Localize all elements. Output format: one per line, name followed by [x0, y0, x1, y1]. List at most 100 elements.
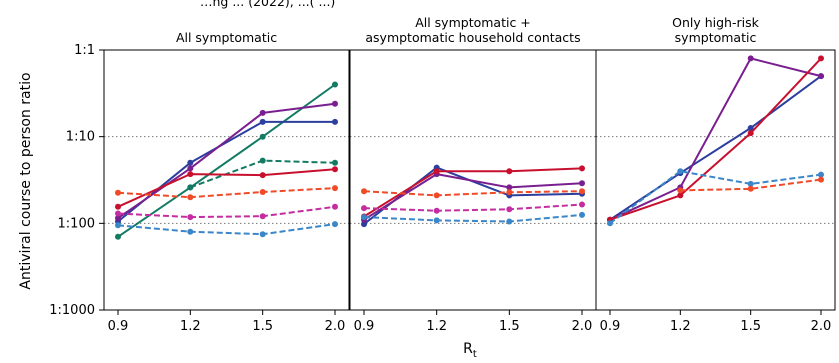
series-5	[361, 201, 585, 214]
series-line	[117, 83, 336, 238]
series-line	[609, 170, 822, 225]
data-point	[433, 168, 440, 175]
data-point	[115, 215, 121, 222]
data-point	[579, 180, 585, 187]
x-tick-label: 0.9	[354, 319, 375, 334]
x-tick-label: 1.5	[499, 319, 520, 334]
x-tick-label: 1.2	[180, 319, 201, 334]
data-point	[579, 211, 585, 218]
series-7	[115, 203, 338, 221]
data-point	[433, 217, 440, 224]
y-tick-label: 1:100	[58, 216, 95, 231]
x-tick-label: 2.0	[325, 319, 346, 334]
series-line	[609, 57, 822, 221]
series-line	[609, 57, 822, 221]
panel-frame	[103, 49, 350, 311]
data-point	[332, 221, 338, 228]
series-5	[115, 166, 338, 210]
series-line	[363, 190, 583, 197]
data-point	[506, 218, 513, 225]
panel-title: symptomatic	[675, 30, 757, 45]
data-point	[361, 188, 367, 195]
data-point	[579, 165, 585, 172]
panel-2: All symptomatic +asymptomatic household …	[349, 15, 597, 334]
data-point	[187, 165, 194, 172]
data-point	[332, 203, 338, 210]
x-tick-label: 1.2	[670, 319, 691, 334]
data-point	[115, 233, 121, 240]
data-point	[818, 73, 824, 80]
data-point	[187, 159, 194, 166]
series-line	[117, 187, 336, 199]
x-tick-label: 0.9	[600, 319, 621, 334]
y-tick-label: 1:1000	[49, 303, 95, 318]
series-line	[117, 223, 336, 236]
series-3	[607, 55, 824, 223]
series-line	[117, 102, 336, 219]
series-6	[361, 188, 585, 199]
series-6	[115, 221, 338, 238]
series-line	[363, 173, 583, 221]
data-point	[677, 168, 684, 175]
series-line	[363, 203, 583, 212]
y-tick-label: 1:1	[74, 43, 95, 58]
series-2	[607, 55, 824, 223]
data-point	[259, 118, 266, 125]
series-5	[677, 176, 824, 194]
data-point	[259, 189, 266, 195]
data-point	[747, 180, 754, 187]
x-tick-label: 2.0	[572, 319, 593, 334]
data-point	[332, 166, 338, 173]
data-point	[187, 214, 194, 221]
data-point	[187, 194, 194, 201]
x-tick-label: 1.5	[740, 319, 761, 334]
data-point	[433, 192, 440, 199]
data-point	[259, 133, 266, 140]
data-point	[677, 187, 684, 194]
x-tick-label: 1.2	[426, 319, 447, 334]
data-point	[506, 206, 513, 213]
y-tick-label: 1:10	[66, 130, 95, 145]
y-axis-label: Antiviral course to person ratio	[18, 72, 34, 289]
data-point	[332, 100, 338, 107]
data-point	[361, 205, 367, 212]
data-point	[259, 213, 266, 220]
data-point	[433, 207, 440, 214]
data-point	[115, 210, 121, 217]
data-point	[747, 130, 754, 137]
series-2	[187, 157, 338, 191]
data-point	[506, 184, 513, 191]
series-4	[361, 211, 585, 225]
data-point	[332, 185, 338, 192]
data-point	[579, 188, 585, 195]
series-8	[115, 185, 338, 201]
series-line	[117, 205, 336, 219]
data-point	[332, 118, 338, 125]
data-point	[818, 55, 824, 62]
x-tick-label: 2.0	[811, 319, 832, 334]
data-point	[677, 192, 684, 199]
data-point	[259, 172, 266, 179]
x-tick-label: 1.5	[252, 319, 273, 334]
series-line	[609, 75, 822, 221]
series-4	[607, 168, 824, 227]
series-4	[115, 100, 338, 222]
data-point	[506, 189, 513, 196]
x-tick-label: 0.9	[108, 319, 129, 334]
panel-1: All symptomatic 0.9 1.2 1.5 2.0 1:1000 1:100 1:…	[49, 30, 350, 334]
x-axis-label: Rt	[463, 341, 477, 359]
data-point	[187, 184, 194, 191]
clipped-figure-title: …ng ... (2022), ...( ...)	[200, 0, 335, 9]
data-point	[259, 109, 266, 116]
data-point	[361, 221, 367, 228]
series-line	[117, 168, 336, 208]
data-point	[332, 159, 338, 166]
data-point	[187, 228, 194, 235]
data-point	[747, 185, 754, 192]
data-point	[259, 231, 266, 238]
data-point	[818, 176, 824, 183]
data-point	[259, 157, 266, 164]
